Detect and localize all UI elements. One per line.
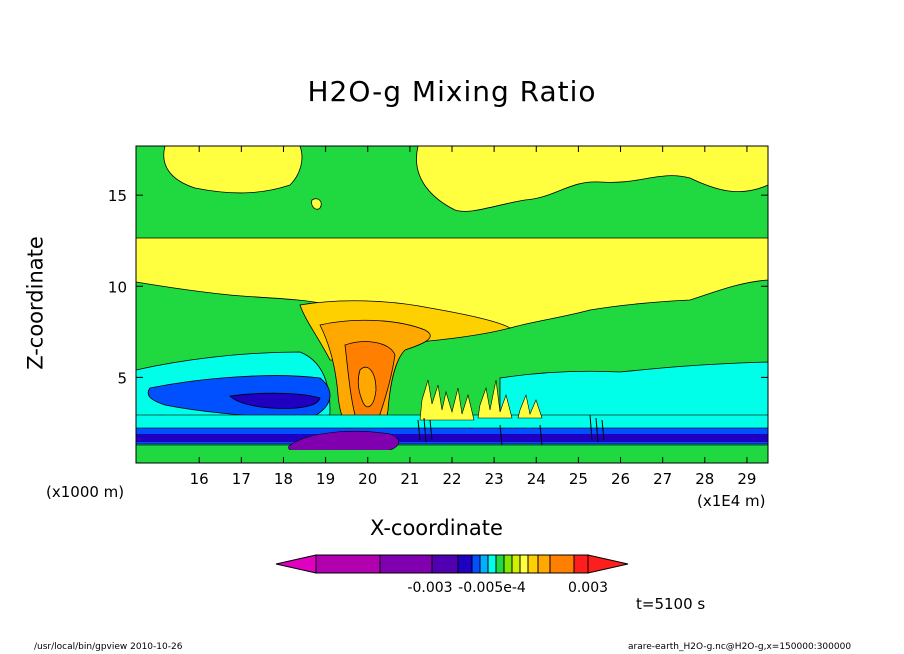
x-tick-label: 25 bbox=[569, 470, 588, 488]
convective-streaks bbox=[419, 379, 543, 421]
x-scale-note: (x1E4 m) bbox=[697, 492, 766, 510]
y-tick-label: 5 bbox=[117, 369, 127, 387]
y-axis: 5 10 15 bbox=[108, 187, 768, 387]
colorbar-swatch bbox=[573, 554, 589, 574]
x-tick-label: 19 bbox=[316, 470, 335, 488]
colorbar-swatch bbox=[495, 554, 505, 574]
colorbar-label: -0.005e-4 bbox=[458, 580, 526, 596]
colorbar-swatch bbox=[527, 554, 539, 574]
x-axis: 16 17 18 19 20 21 22 23 24 25 26 27 28 29 bbox=[190, 146, 756, 488]
colorbar-swatch bbox=[457, 554, 473, 574]
x-tick-label: 17 bbox=[232, 470, 251, 488]
colorbar-swatch bbox=[487, 554, 497, 574]
colorbar: -0.003 -0.005e-4 0.003 bbox=[275, 554, 629, 596]
colorbar-swatch bbox=[471, 554, 481, 574]
x-tick-label: 28 bbox=[695, 470, 714, 488]
x-tick-label: 24 bbox=[527, 470, 546, 488]
x-axis-label: X-coordinate bbox=[370, 516, 503, 540]
x-tick-label: 26 bbox=[611, 470, 630, 488]
convective-dark-lines bbox=[417, 414, 605, 446]
colorbar-swatch bbox=[503, 554, 513, 574]
x-tick-label: 23 bbox=[485, 470, 504, 488]
y-tick-label: 15 bbox=[108, 187, 127, 205]
colorbar-swatch bbox=[315, 554, 381, 574]
time-label: t=5100 s bbox=[636, 595, 706, 613]
footer-left: /usr/local/bin/gpview 2010-10-26 bbox=[34, 642, 183, 652]
colorbar-swatch bbox=[511, 554, 521, 574]
x-tick-label: 27 bbox=[653, 470, 672, 488]
x-unit-note: (x1000 m) bbox=[46, 483, 125, 501]
colorbar-swatch bbox=[549, 554, 575, 574]
field-yellow-top bbox=[163, 146, 303, 194]
field-yellow-small bbox=[311, 198, 322, 210]
colorbar-high-arrow bbox=[587, 554, 629, 574]
field-green-bottom bbox=[136, 450, 768, 463]
x-tick-label: 20 bbox=[358, 470, 377, 488]
x-tick-label: 18 bbox=[274, 470, 293, 488]
colorbar-swatch bbox=[479, 554, 489, 574]
colorbar-swatch bbox=[537, 554, 551, 574]
footer-right: arare-earth_H2O-g.nc@H2O-g,x=150000:3000… bbox=[628, 642, 852, 652]
y-tick-label: 10 bbox=[108, 278, 127, 296]
colorbar-label: 0.003 bbox=[568, 580, 608, 596]
x-tick-label: 21 bbox=[400, 470, 419, 488]
field-yellow-top2 bbox=[416, 146, 768, 212]
colorbar-swatch bbox=[519, 554, 529, 574]
chart-title: H2O-g Mixing Ratio bbox=[307, 75, 597, 108]
x-tick-label: 29 bbox=[737, 470, 756, 488]
y-axis-label: Z-coordinate bbox=[23, 236, 48, 370]
x-tick-label: 16 bbox=[190, 470, 209, 488]
colorbar-label: -0.003 bbox=[407, 580, 452, 596]
x-tick-label: 22 bbox=[442, 470, 461, 488]
field-darkblue-surface bbox=[136, 434, 768, 442]
colorbar-swatch bbox=[379, 554, 433, 574]
field-cyan-right bbox=[499, 361, 768, 421]
field-orange-core-center bbox=[357, 366, 377, 408]
colorbar-swatch bbox=[431, 554, 459, 574]
colorbar-low-arrow bbox=[275, 554, 317, 574]
field-darkblue-left bbox=[229, 392, 321, 409]
